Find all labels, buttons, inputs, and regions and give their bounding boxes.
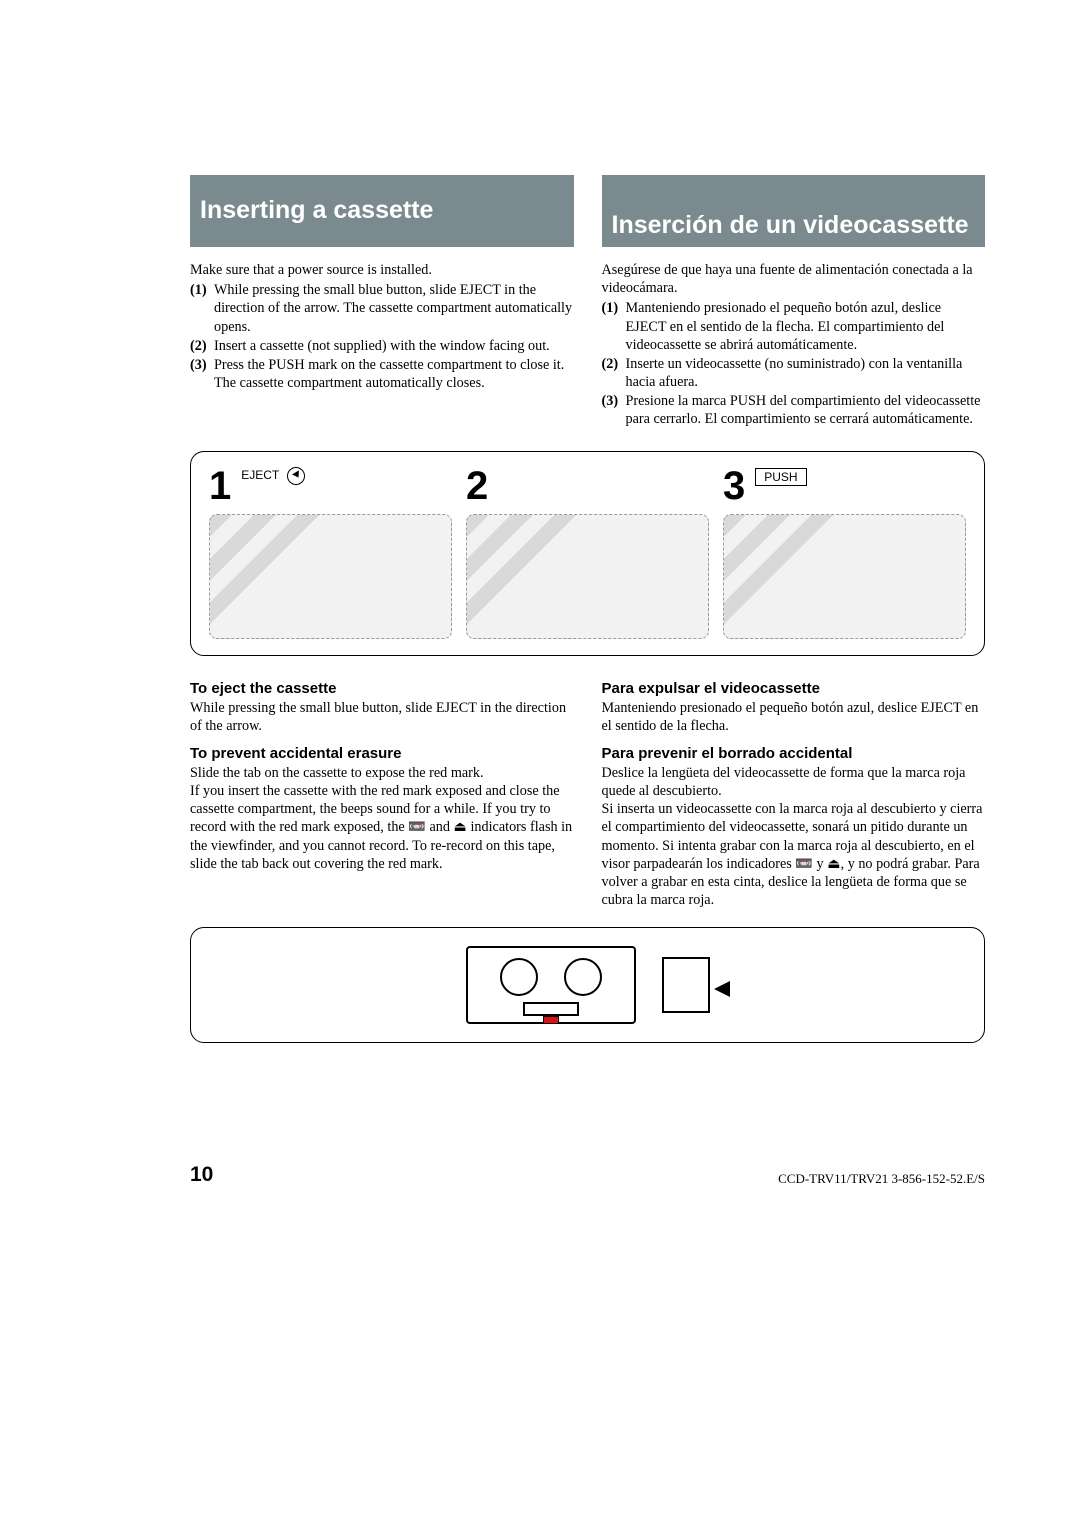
push-label: PUSH (755, 468, 806, 486)
step-text: Inserte un videocassette (no suministrad… (626, 355, 986, 391)
erase-body1-en: Slide the tab on the cassette to expose … (190, 764, 574, 782)
title-es: Inserción de un videocassette (602, 175, 986, 247)
diagram-panel-1: 1 EJECT (209, 466, 452, 639)
step-num: (1) (602, 299, 626, 354)
camcorder-illustration-2 (466, 514, 709, 639)
step-en-3: (3)Press the PUSH mark on the cassette c… (190, 356, 574, 392)
step-en-1: (1)While pressing the small blue button,… (190, 281, 574, 336)
eject-body-en: While pressing the small blue button, sl… (190, 699, 574, 735)
tab-detail-illustration (662, 957, 710, 1013)
step-es-2: (2)Inserte un videocassette (no suminist… (602, 355, 986, 391)
document-id: CCD-TRV11/TRV21 3-856-152-52.E/S (778, 1171, 985, 1187)
erase-body2-en: If you insert the cassette with the red … (190, 782, 574, 873)
step-num: (1) (190, 281, 214, 336)
intro-en: Make sure that a power source is install… (190, 261, 574, 279)
erase-text-b: and (426, 819, 454, 835)
step-text: Press the PUSH mark on the cassette comp… (214, 356, 574, 392)
eject-symbol-icon: ⏏ (454, 819, 467, 835)
cassette-icon: 📼 (408, 819, 426, 835)
page-number: 10 (190, 1163, 213, 1187)
right-column: Inserción de un videocassette Asegúrese … (602, 175, 986, 429)
step-text: Insert a cassette (not supplied) with th… (214, 337, 574, 355)
title-en-text: Inserting a cassette (200, 195, 433, 226)
eject-symbol-icon: ⏏ (827, 856, 840, 872)
step-num: (3) (190, 356, 214, 392)
eject-head-en: To eject the cassette (190, 680, 574, 697)
right-lower: Para expulsar el videocassette Mantenien… (602, 670, 986, 910)
cassette-slot (523, 1002, 579, 1016)
eject-head-es: Para expulsar el videocassette (602, 680, 986, 697)
title-es-text: Inserción de un videocassette (612, 210, 969, 241)
step-en-2: (2)Insert a cassette (not supplied) with… (190, 337, 574, 355)
step-text: While pressing the small blue button, sl… (214, 281, 574, 336)
step-es-1: (1)Manteniendo presionado el pequeño bot… (602, 299, 986, 354)
step-text: Presione la marca PUSH del compartimient… (626, 392, 986, 428)
camcorder-illustration-1 (209, 514, 452, 639)
left-lower: To eject the cassette While pressing the… (190, 670, 574, 910)
page-footer: 10 CCD-TRV11/TRV21 3-856-152-52.E/S (190, 1163, 985, 1187)
diagram-num-2: 2 (466, 466, 488, 506)
step-num: (2) (190, 337, 214, 355)
eject-arrow-icon (287, 467, 305, 485)
cassette-illustration (466, 946, 636, 1024)
step-text: Manteniendo presionado el pequeño botón … (626, 299, 986, 354)
step-es-3: (3)Presione la marca PUSH del compartimi… (602, 392, 986, 428)
camcorder-illustration-3 (723, 514, 966, 639)
tape-diagram (190, 927, 985, 1043)
erase-head-es: Para prevenir el borrado accidental (602, 745, 986, 762)
title-en: Inserting a cassette (190, 175, 574, 247)
eject-body-es: Manteniendo presionado el pequeño botón … (602, 699, 986, 735)
diagram-num-1: 1 (209, 466, 231, 506)
left-column: Inserting a cassette Make sure that a po… (190, 175, 574, 429)
intro-es: Asegúrese de que haya una fuente de alim… (602, 261, 986, 297)
step-num: (2) (602, 355, 626, 391)
diagram-num-3: 3 (723, 466, 745, 506)
erase-body1-es: Deslice la lengüeta del videocassette de… (602, 764, 986, 800)
eject-label: EJECT (241, 468, 279, 482)
step-diagram: 1 EJECT 2 3 PUSH (190, 451, 985, 656)
diagram-panel-3: 3 PUSH (723, 466, 966, 639)
red-tab (543, 1016, 559, 1024)
erase-body2-es: Si inserta un videocassette con la marca… (602, 800, 986, 909)
cassette-icon: 📼 (795, 856, 813, 872)
erase-text-b: y (813, 856, 827, 872)
step-num: (3) (602, 392, 626, 428)
erase-head-en: To prevent accidental erasure (190, 745, 574, 762)
diagram-panel-2: 2 (466, 466, 709, 639)
